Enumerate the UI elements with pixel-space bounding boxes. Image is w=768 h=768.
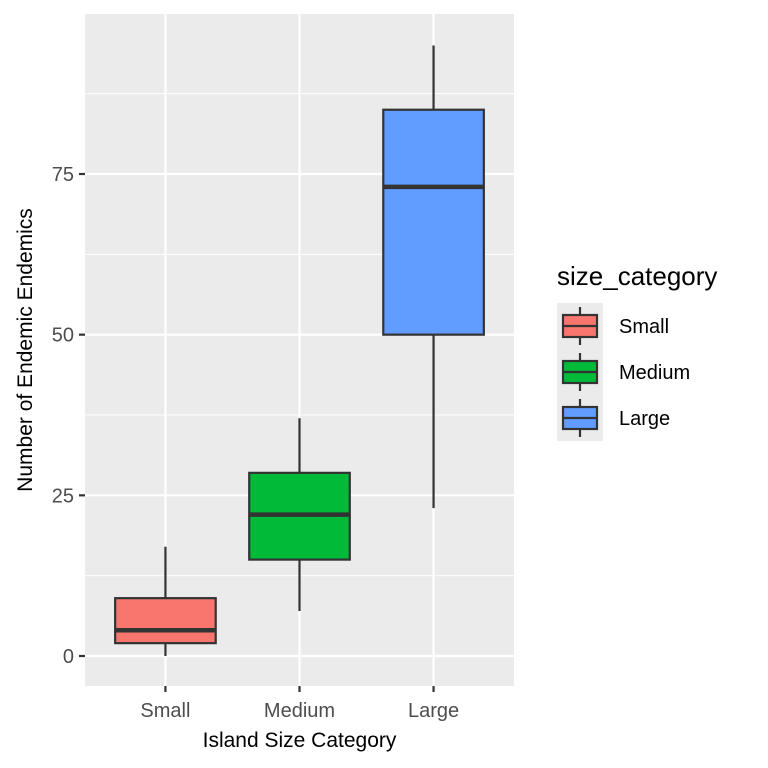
legend-label: Large [619, 408, 670, 430]
legend-keys: Small Medium Large [557, 303, 690, 441]
x-tick-label: Small [140, 700, 190, 722]
x-axis-title: Island Size Category [203, 729, 397, 752]
legend-item-small: Small [557, 303, 669, 349]
legend-item-large: Large [557, 395, 670, 441]
legend-label: Medium [619, 362, 690, 384]
y-tick-label: 50 [52, 325, 74, 347]
legend-title: size_category [557, 261, 717, 291]
boxplot-large [382, 45, 485, 509]
x-axis: Small Medium Large [140, 686, 459, 722]
boxplots [114, 45, 485, 656]
boxplot-medium [248, 418, 351, 612]
boxplot-small [114, 546, 217, 656]
y-axis: 0 25 50 75 [52, 164, 85, 668]
y-tick-label: 75 [52, 164, 74, 186]
legend-item-medium: Medium [557, 349, 690, 395]
legend-label: Small [619, 316, 669, 338]
y-axis-title: Number of Endemic Endemics [14, 208, 37, 492]
y-tick-label: 0 [63, 646, 74, 668]
x-tick-label: Large [408, 700, 459, 722]
box-iqr [382, 108, 485, 336]
legend: size_category Small Medium Large [557, 261, 717, 441]
box-iqr [114, 597, 217, 645]
x-tick-label: Medium [264, 700, 335, 722]
y-tick-label: 25 [52, 485, 74, 507]
